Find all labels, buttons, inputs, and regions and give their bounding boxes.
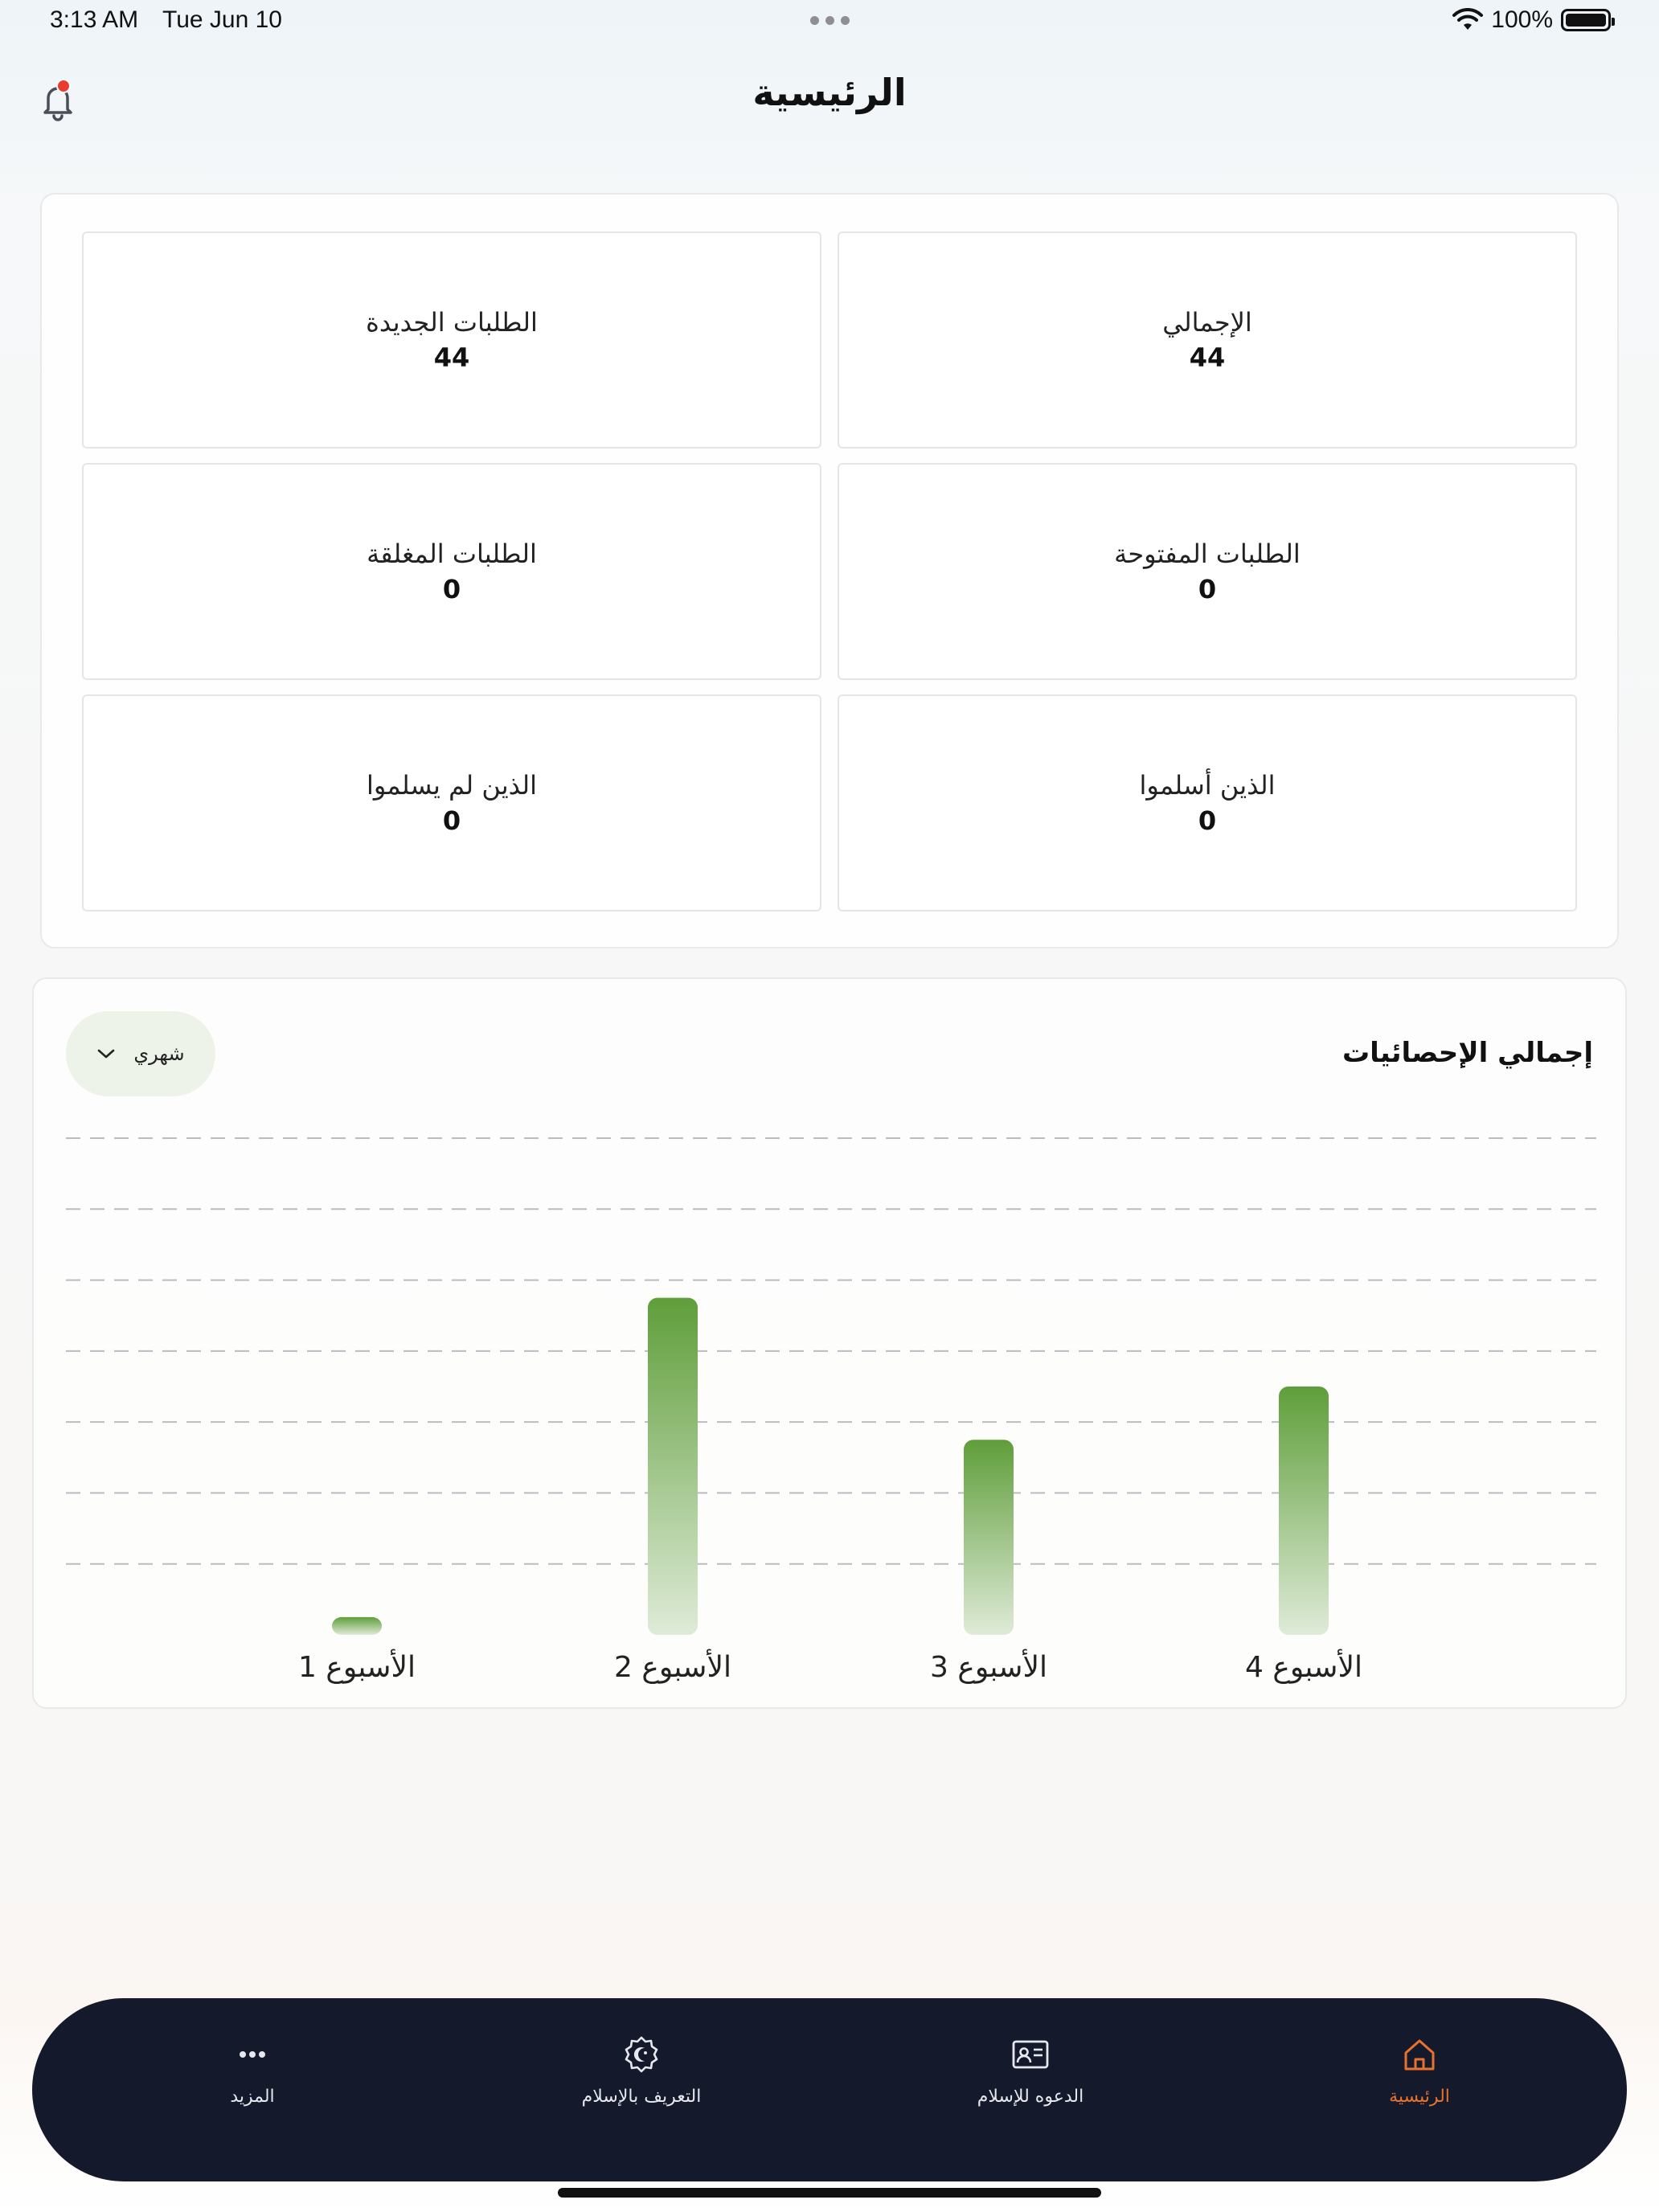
status-indicators: 100% — [1452, 6, 1615, 34]
chart-panel: الأسبوع 1 الأسبوع 2 الأسبوع 3 الأسبوع 4 إجم… — [32, 977, 1627, 1709]
stat-label: الذين أسلموا — [1139, 770, 1276, 801]
stat-value: 44 — [433, 342, 470, 373]
notification-badge — [56, 79, 71, 93]
id-card-icon — [1012, 2040, 1049, 2069]
chevron-down-icon — [98, 1049, 115, 1059]
stat-card-open-requests[interactable]: الطلبات المفتوحة 0 — [838, 463, 1577, 680]
nav-label: الدعوه للإسلام — [977, 2087, 1084, 2107]
home-icon — [1404, 2039, 1435, 2071]
stat-label: الطلبات المغلقة — [367, 539, 537, 569]
nav-label: التعريف بالإسلام — [581, 2087, 702, 2107]
wifi-icon — [1452, 8, 1484, 30]
stat-card-not-converted[interactable]: الذين لم يسلموا 0 — [82, 694, 821, 911]
status-bar: 3:13 AM Tue Jun 10 100% — [0, 0, 1659, 43]
status-time: 3:13 AM — [50, 6, 139, 33]
stat-label: الطلبات الجديدة — [366, 307, 538, 338]
nav-item-more[interactable]: المزيد — [132, 2035, 373, 2132]
chart-bar[interactable] — [1279, 1387, 1329, 1635]
stat-card-total[interactable]: الإجمالي 44 — [838, 231, 1577, 449]
nav-label: الرئيسية — [1389, 2087, 1450, 2107]
period-dropdown[interactable]: شهري — [66, 1011, 215, 1096]
stat-value: 0 — [1198, 574, 1217, 604]
status-date: Tue Jun 10 — [162, 6, 282, 33]
stat-value: 44 — [1189, 342, 1226, 373]
stat-card-new-requests[interactable]: الطلبات الجديدة 44 — [82, 231, 821, 449]
battery-icon — [1561, 9, 1615, 31]
islam-badge-icon — [625, 2036, 658, 2073]
nav-item-intro-islam[interactable]: التعريف بالإسلام — [521, 2035, 762, 2132]
stat-label: الإجمالي — [1162, 307, 1252, 338]
stats-panel: الطلبات الجديدة 44 الإجمالي 44 الطلبات ا… — [40, 193, 1619, 948]
bar-chart: الأسبوع 1 الأسبوع 2 الأسبوع 3 الأسبوع 4 — [66, 1137, 1596, 1684]
bottom-nav: المزيد التعريف بالإسلام الدعوه للإسلام ا… — [32, 1998, 1627, 2181]
stat-card-converted[interactable]: الذين أسلموا 0 — [838, 694, 1577, 911]
period-selected-value: شهري — [133, 1043, 185, 1065]
page-title: الرئيسية — [752, 71, 907, 114]
chart-bar[interactable] — [964, 1440, 1014, 1635]
stat-card-closed-requests[interactable]: الطلبات المغلقة 0 — [82, 463, 821, 680]
nav-item-dawah[interactable]: الدعوه للإسلام — [910, 2035, 1151, 2132]
chart-bar[interactable] — [648, 1297, 698, 1635]
x-tick-label: الأسبوع 2 — [614, 1649, 731, 1684]
x-tick-label: الأسبوع 1 — [298, 1649, 416, 1684]
stat-value: 0 — [1198, 805, 1217, 836]
stat-label: الذين لم يسلموا — [366, 770, 538, 801]
home-indicator[interactable] — [558, 2188, 1101, 2198]
x-tick-label: الأسبوع 4 — [1245, 1649, 1362, 1684]
multitasking-dots-icon[interactable] — [805, 16, 854, 27]
nav-label: المزيد — [230, 2087, 275, 2107]
battery-percent: 100% — [1491, 6, 1553, 33]
x-tick-label: الأسبوع 3 — [930, 1649, 1047, 1684]
stat-label: الطلبات المفتوحة — [1114, 539, 1301, 569]
more-dots-icon — [240, 2051, 265, 2058]
stat-value: 0 — [442, 805, 461, 836]
chart-title: إجمالي الإحصائيات — [1342, 1037, 1593, 1069]
stat-value: 0 — [442, 574, 461, 604]
chart-bar[interactable] — [332, 1616, 382, 1635]
nav-item-home[interactable]: الرئيسية — [1299, 2035, 1540, 2132]
